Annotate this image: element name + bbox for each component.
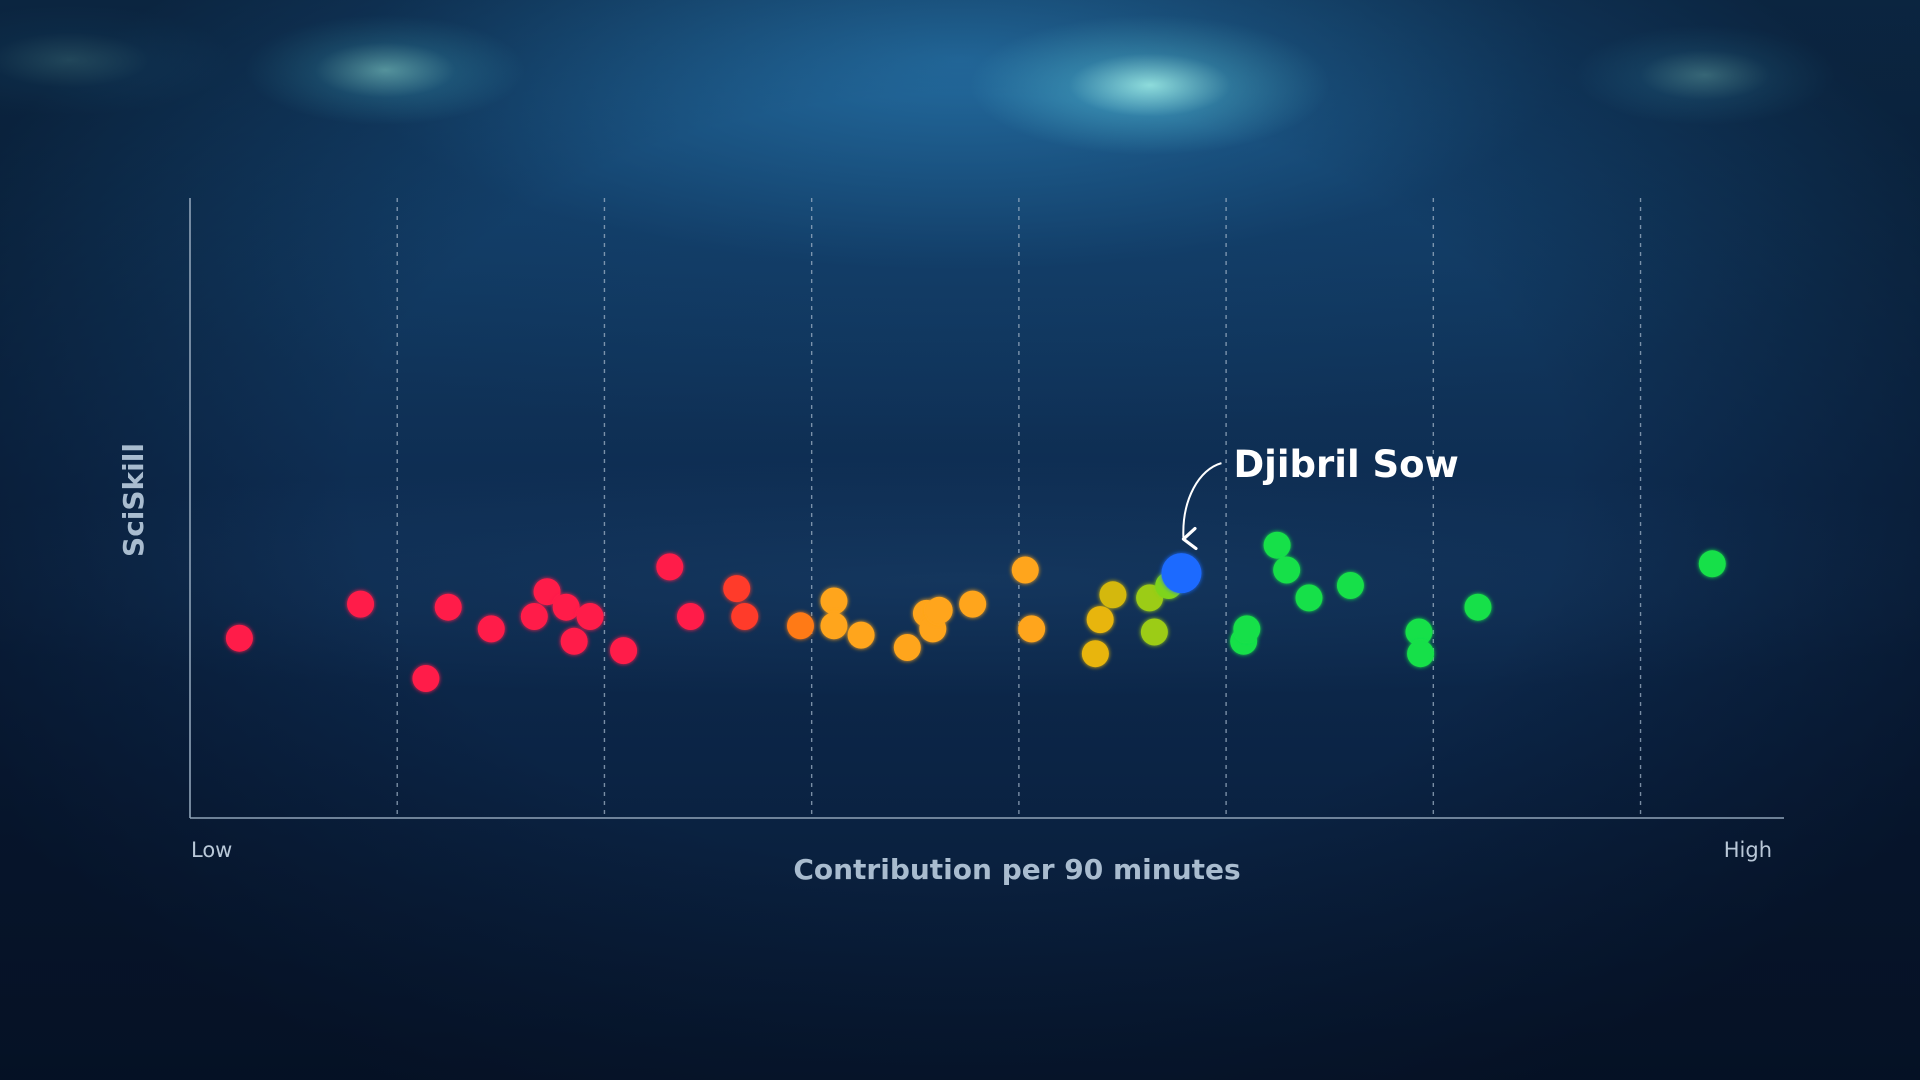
data-point-29 bbox=[1099, 581, 1127, 609]
data-point-42 bbox=[1698, 550, 1726, 578]
data-point-18 bbox=[820, 612, 848, 640]
data-point-6 bbox=[520, 603, 548, 630]
data-point-4 bbox=[434, 593, 462, 621]
data-point-10 bbox=[576, 603, 604, 630]
highlight-label: Djibril Sow bbox=[1233, 443, 1458, 486]
x-axis-title: Contribution per 90 minutes bbox=[793, 853, 1240, 886]
data-point-31 bbox=[1140, 618, 1168, 646]
data-point-35 bbox=[1263, 531, 1291, 559]
data-point-20 bbox=[893, 634, 921, 661]
data-point-15 bbox=[731, 603, 759, 630]
data-points bbox=[225, 531, 1726, 692]
data-point-40 bbox=[1407, 640, 1435, 668]
x-gridlines bbox=[396, 198, 1642, 818]
data-point-2 bbox=[347, 590, 375, 618]
data-point-39 bbox=[1405, 618, 1433, 646]
data-point-12 bbox=[656, 553, 684, 581]
data-point-5 bbox=[477, 615, 505, 643]
data-point-14 bbox=[723, 575, 751, 603]
data-point-23 bbox=[925, 596, 953, 624]
highlight-group: Djibril Sow bbox=[1161, 443, 1459, 594]
data-point-30 bbox=[1136, 584, 1164, 612]
data-point-17 bbox=[820, 587, 848, 615]
data-point-41 bbox=[1464, 593, 1492, 621]
data-point-13 bbox=[677, 603, 705, 630]
data-point-38 bbox=[1336, 572, 1364, 599]
y-axis-title: SciSkill bbox=[117, 443, 150, 557]
data-point-25 bbox=[1011, 556, 1039, 584]
highlight-point bbox=[1161, 553, 1202, 594]
annotation-arrow bbox=[1181, 462, 1222, 551]
data-point-3 bbox=[412, 665, 440, 692]
data-point-7 bbox=[533, 578, 561, 606]
data-point-8 bbox=[552, 593, 580, 621]
data-point-37 bbox=[1295, 584, 1323, 612]
data-point-34 bbox=[1233, 615, 1261, 643]
data-point-24 bbox=[959, 590, 987, 618]
data-point-11 bbox=[610, 637, 638, 665]
x-tick-label-high: High bbox=[1724, 838, 1772, 862]
data-point-27 bbox=[1081, 640, 1109, 668]
data-point-36 bbox=[1273, 556, 1301, 584]
data-point-1 bbox=[225, 624, 253, 652]
data-point-28 bbox=[1086, 606, 1114, 634]
data-point-26 bbox=[1018, 615, 1046, 643]
x-tick-label-low: Low bbox=[191, 838, 232, 862]
data-point-16 bbox=[787, 612, 815, 640]
data-point-9 bbox=[560, 627, 588, 655]
data-point-19 bbox=[847, 621, 875, 649]
